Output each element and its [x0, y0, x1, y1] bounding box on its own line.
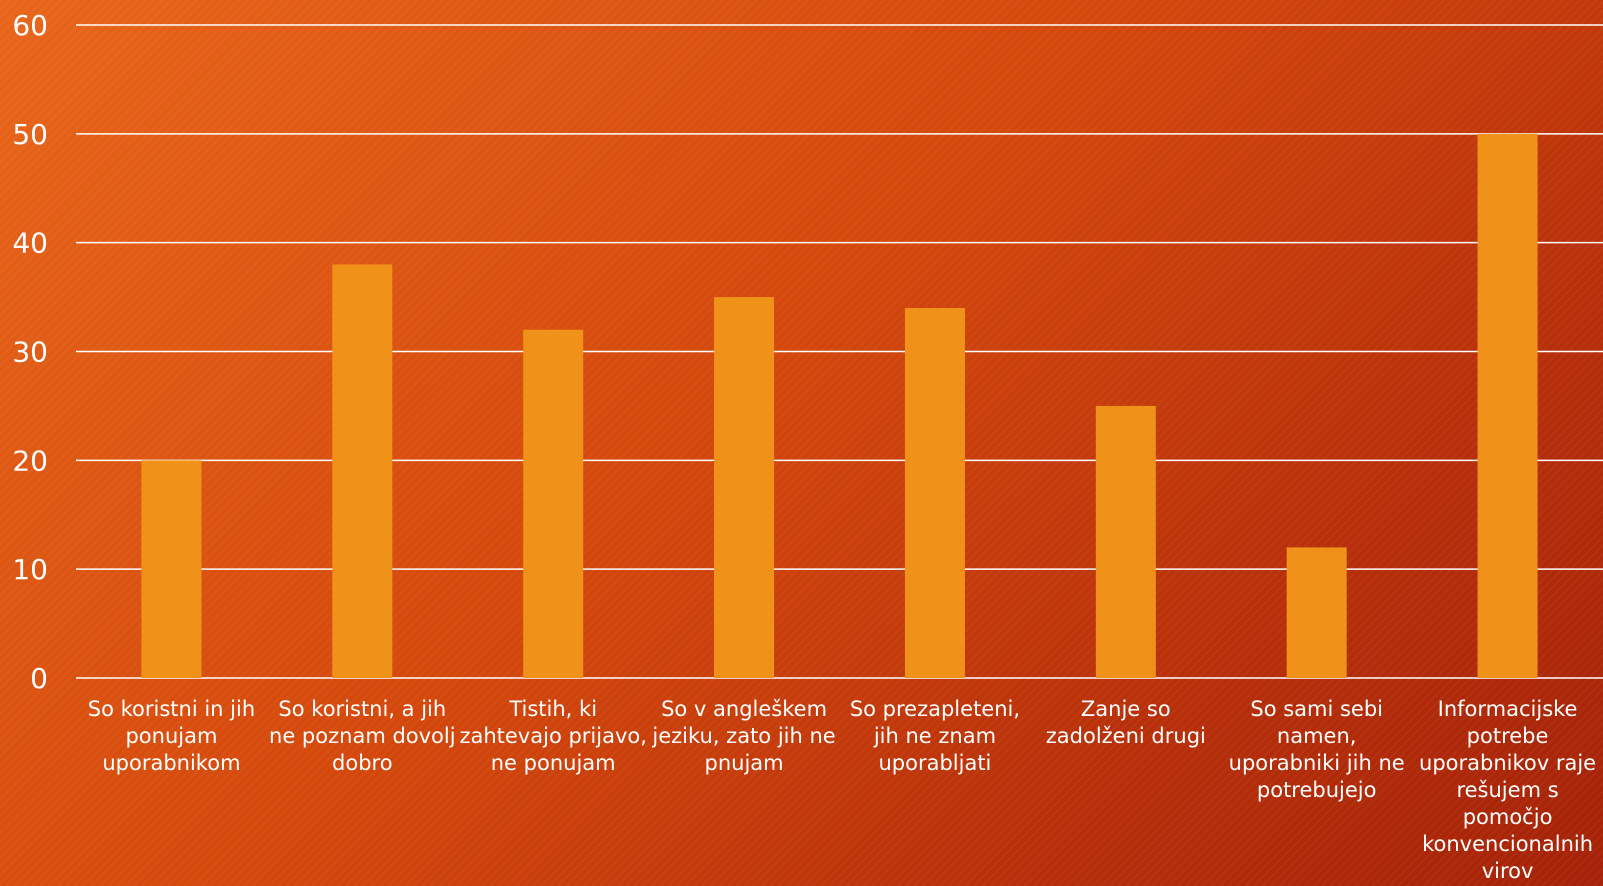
- x-category-label: So koristni, a jih ne poznam dovolj dobr…: [269, 697, 456, 775]
- gridlines: [76, 24, 1603, 679]
- y-tick-label: 10: [12, 553, 48, 586]
- y-tick-label: 0: [30, 662, 48, 695]
- x-category-label: So prezapleteni, jih ne znam uporabljati: [849, 697, 1021, 775]
- bars: [141, 133, 1538, 679]
- bar: [714, 297, 775, 678]
- y-tick-label: 50: [12, 118, 48, 151]
- x-category-label: Informacijske potrebe uporabnikov raje r…: [1419, 697, 1597, 883]
- bar: [141, 460, 202, 678]
- x-category-label: Zanje so zadolženi drugi: [1045, 697, 1206, 748]
- y-tick-label: 60: [12, 9, 48, 42]
- bar: [1477, 133, 1538, 679]
- y-axis-ticks: 0 10 20 30 40 50 60: [12, 9, 48, 695]
- bar: [1095, 405, 1156, 678]
- y-tick-label: 40: [12, 227, 48, 260]
- y-tick-label: 30: [12, 336, 48, 369]
- x-category-label: So koristni in jih ponujam uporabnikom: [87, 697, 256, 775]
- bar: [332, 264, 393, 678]
- x-category-label: Tistih, ki zahtevajo prijavo, ne ponujam: [459, 697, 647, 775]
- x-category-label: So v angleškem jeziku, zato jih ne pnuja…: [652, 697, 836, 775]
- x-category-label: So sami sebi namen, uporabniki jih ne po…: [1228, 697, 1405, 802]
- y-tick-label: 20: [12, 444, 48, 477]
- bar: [523, 329, 584, 678]
- bar: [1286, 547, 1347, 678]
- bar: [904, 307, 965, 678]
